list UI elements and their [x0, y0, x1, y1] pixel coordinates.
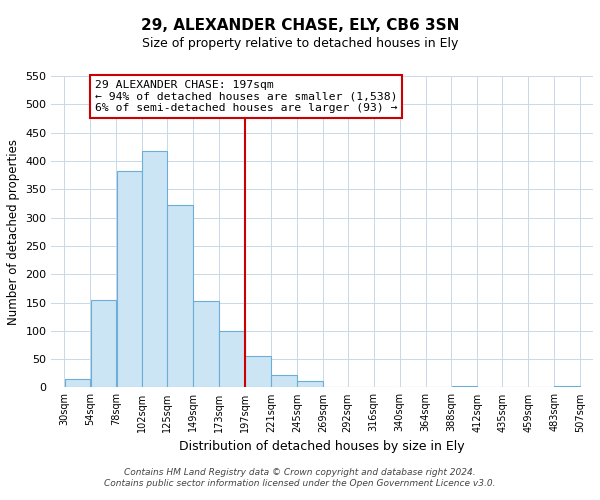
Text: 29, ALEXANDER CHASE, ELY, CB6 3SN: 29, ALEXANDER CHASE, ELY, CB6 3SN: [141, 18, 459, 32]
Bar: [116, 171, 142, 388]
Bar: [245, 356, 271, 388]
Bar: [167, 205, 193, 388]
Bar: [219, 331, 245, 388]
Bar: [193, 301, 219, 388]
Y-axis label: Number of detached properties: Number of detached properties: [7, 138, 20, 324]
Bar: [65, 379, 90, 388]
Text: Contains HM Land Registry data © Crown copyright and database right 2024.
Contai: Contains HM Land Registry data © Crown c…: [104, 468, 496, 487]
X-axis label: Distribution of detached houses by size in Ely: Distribution of detached houses by size …: [179, 440, 465, 453]
Bar: [271, 375, 297, 388]
Bar: [297, 380, 323, 388]
Text: Size of property relative to detached houses in Ely: Size of property relative to detached ho…: [142, 38, 458, 51]
Bar: [142, 150, 167, 388]
Bar: [452, 386, 477, 388]
Bar: [554, 386, 580, 388]
Text: 29 ALEXANDER CHASE: 197sqm
← 94% of detached houses are smaller (1,538)
6% of se: 29 ALEXANDER CHASE: 197sqm ← 94% of deta…: [95, 80, 397, 113]
Bar: [91, 300, 116, 388]
